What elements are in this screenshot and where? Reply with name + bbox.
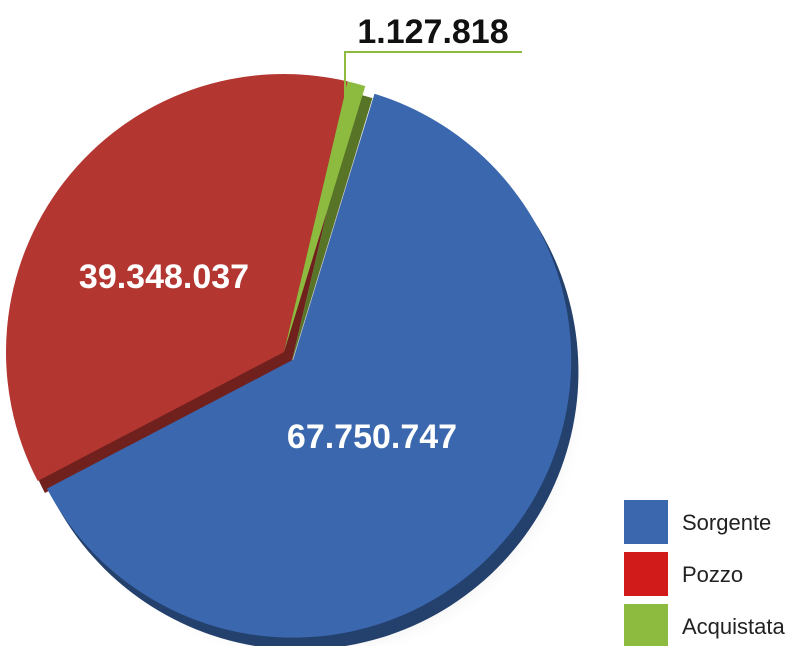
pie-slice-acquistata[interactable]	[284, 81, 366, 353]
legend-item-acquistata[interactable]: Acquistata	[624, 604, 785, 646]
legend: Sorgente Pozzo Acquistata	[624, 500, 785, 646]
legend-label-sorgente: Sorgente	[682, 510, 771, 535]
slice-label-acquistata: 1.127.818	[357, 13, 508, 51]
legend-item-sorgente[interactable]: Sorgente	[624, 500, 771, 544]
pie-slice-side-acquistata	[291, 93, 373, 365]
pie-slice-pozzo[interactable]	[6, 74, 348, 481]
legend-label-acquistata: Acquistata	[682, 614, 785, 639]
legend-label-pozzo: Pozzo	[682, 562, 743, 587]
pie-slice-sorgente[interactable]	[46, 93, 572, 638]
slice-label-sorgente: 67.750.747	[287, 418, 457, 456]
legend-swatch-sorgente	[624, 500, 668, 544]
legend-swatch-pozzo	[624, 552, 668, 596]
callout-leader-line	[344, 51, 522, 98]
legend-item-pozzo[interactable]: Pozzo	[624, 552, 743, 596]
legend-swatch-acquistata	[624, 604, 668, 646]
slice-label-pozzo: 39.348.037	[79, 258, 249, 296]
